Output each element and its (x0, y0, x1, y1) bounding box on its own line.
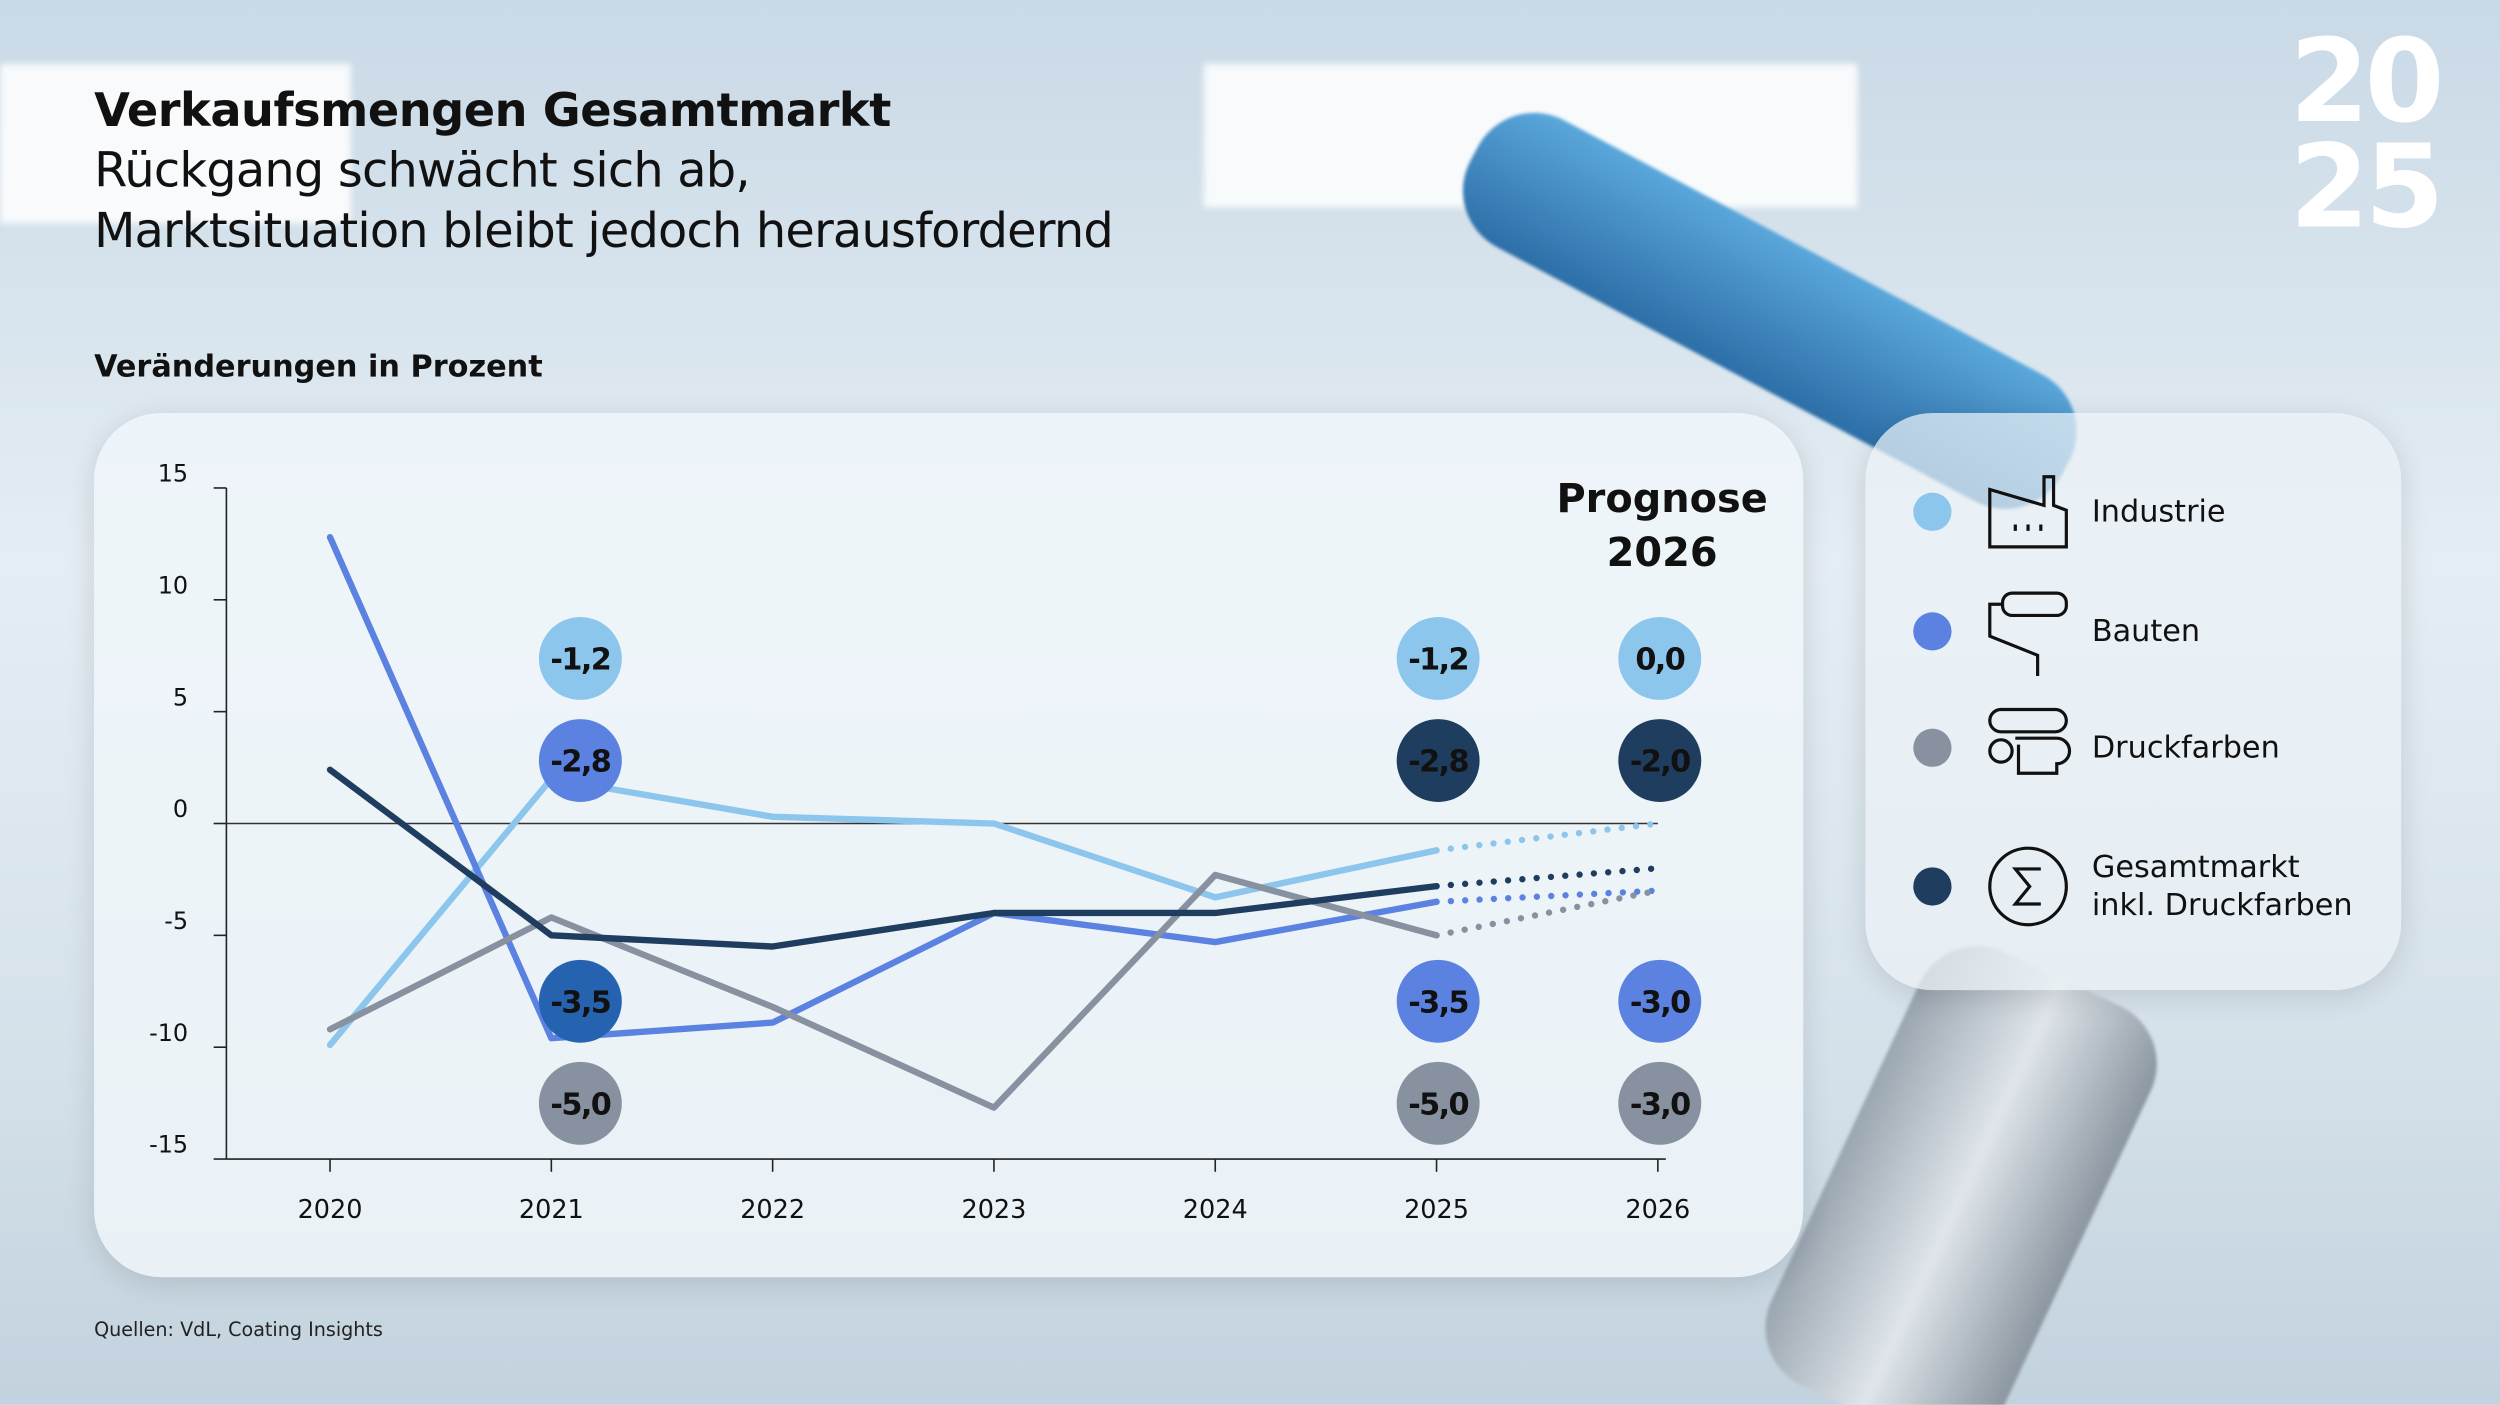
forecast-annotation: Prognose 2026 (1531, 472, 1794, 580)
printing-rollers-icon (1988, 707, 2072, 775)
legend-label: Gesamtmarkt inkl. Druckfarben (2092, 848, 2353, 925)
legend-color-dot (1913, 867, 1952, 906)
badge-circle (1618, 959, 1702, 1043)
value-badge: -2,0 (1618, 719, 1702, 802)
x-tick-label: 2022 (740, 1195, 805, 1225)
legend-item: Gesamtmarkt inkl. Druckfarben (1913, 842, 2353, 931)
value-badge: 0,0 (1618, 617, 1702, 700)
sigma-icon (1988, 846, 2068, 927)
badge-circle (1396, 1061, 1480, 1145)
value-badge: -3,5 (538, 959, 622, 1043)
value-badge: -2,8 (1396, 719, 1480, 802)
y-tick-label: 5 (173, 683, 188, 711)
forecast-line-bauten (1433, 887, 1662, 905)
subtitle-line-1: Rückgang schwächt sich ab, (94, 143, 750, 200)
legend-label-line2: inkl. Druckfarben (2091, 888, 2353, 924)
x-tick-label: 2025 (1404, 1195, 1469, 1225)
x-tick-label: 2021 (519, 1195, 584, 1225)
y-tick-label: -10 (149, 1019, 188, 1047)
badge-circle (538, 959, 622, 1043)
badge-circle (1618, 1061, 1702, 1145)
badge-circle (538, 1061, 622, 1145)
value-badge: -3,0 (1618, 959, 1702, 1043)
legend-label-line1: Bauten (2091, 613, 2201, 649)
year-logo: 20 25 (2289, 14, 2445, 254)
badge-label: -3,0 (1630, 985, 1690, 1020)
x-tick-label: 2020 (298, 1195, 363, 1225)
value-badge: -5,0 (538, 1061, 622, 1145)
forecast-year: 2026 (1606, 529, 1718, 576)
forecast-line-gesamtmarkt (1433, 865, 1662, 890)
year-top: 20 (2289, 14, 2445, 149)
badge-circle (1396, 719, 1480, 802)
factory-icon (1988, 475, 2068, 549)
y-tick-label: 15 (158, 460, 188, 488)
source-note: Quellen: VdL, Coating Insights (94, 1318, 383, 1341)
badge-circle (538, 719, 622, 802)
y-axis-label: Veränderungen in Prozent (94, 349, 543, 385)
badge-label: -5,0 (1408, 1087, 1468, 1122)
background-light (0, 63, 351, 224)
value-badge: -1,2 (538, 617, 622, 700)
series-line-industrie (326, 775, 1440, 1049)
y-tick-label: 10 (158, 571, 188, 599)
badge-label: -2,0 (1630, 745, 1690, 780)
y-tick-label: -5 (164, 907, 188, 935)
year-bottom: 25 (2289, 119, 2445, 254)
paint-roller-icon (1988, 591, 2068, 677)
subtitle-line-2: Marktsituation bleibt jedoch herausforde… (94, 204, 1114, 260)
value-badge: -5,0 (1396, 1061, 1480, 1145)
legend-item: Bauten (1913, 587, 2200, 677)
legend-label: Druckfarben (2092, 729, 2280, 767)
badge-circle (538, 617, 622, 700)
value-badge: -2,8 (538, 719, 622, 802)
legend-label-line1: Druckfarben (2091, 730, 2280, 766)
badge-circle (1618, 719, 1702, 802)
series-line-druckfarben (326, 871, 1440, 1111)
badge-label: -3,5 (1408, 985, 1468, 1020)
series-line-gesamtmarkt (326, 766, 1440, 950)
value-badge: -3,0 (1618, 1061, 1702, 1145)
legend-item: Industrie (1913, 467, 2226, 556)
badge-circle (1396, 617, 1480, 700)
x-tick-label: 2024 (1183, 1195, 1248, 1225)
value-badge: -3,5 (1396, 959, 1480, 1043)
x-tick-label: 2026 (1625, 1195, 1690, 1225)
badge-label: -3,5 (550, 985, 610, 1020)
badge-label: 0,0 (1635, 643, 1684, 678)
badge-label: -5,0 (550, 1087, 610, 1122)
badge-circle (1618, 617, 1702, 700)
legend-label: Industrie (2092, 493, 2226, 531)
badge-label: -2,8 (550, 745, 610, 780)
legend-label-line1: Industrie (2091, 494, 2226, 530)
legend-item: Druckfarben (1913, 703, 2280, 792)
badge-label: -1,2 (1408, 643, 1468, 678)
page-title: Verkaufsmengen Gesamtmarkt (94, 82, 891, 138)
y-tick-label: 0 (173, 795, 188, 823)
legend-panel (1865, 412, 2402, 991)
legend-label: Bauten (2092, 612, 2200, 650)
y-tick-label: -15 (149, 1131, 188, 1159)
x-tick-label: 2023 (961, 1195, 1026, 1225)
legend-color-dot (1913, 728, 1952, 767)
forecast-line-druckfarben (1433, 887, 1662, 939)
legend-color-dot (1913, 492, 1952, 531)
badge-label: -3,0 (1630, 1087, 1690, 1122)
legend-color-dot (1913, 612, 1952, 651)
value-badge: -1,2 (1396, 617, 1480, 700)
series-line-bauten (326, 533, 1440, 1042)
forecast-label: Prognose (1556, 475, 1768, 522)
badge-circle (1396, 959, 1480, 1043)
badge-label: -1,2 (550, 643, 610, 678)
forecast-line-industrie (1433, 820, 1662, 854)
chart-panel (94, 412, 1804, 1278)
legend-label-line1: Gesamtmarkt (2091, 849, 2300, 885)
badge-label: -2,8 (1408, 745, 1468, 780)
